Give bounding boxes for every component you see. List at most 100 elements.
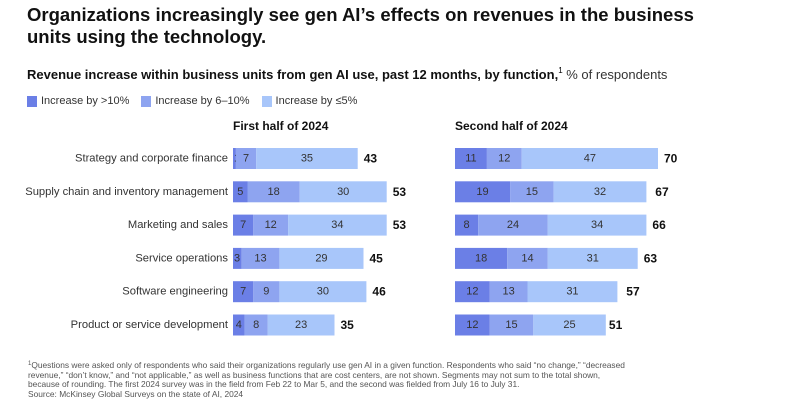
chart-subtitle: Revenue increase within business units f… xyxy=(27,63,667,83)
bar-segment-h2-marketing-and-sales-increase-by-10 xyxy=(455,214,479,236)
segment-value-label: 9 xyxy=(263,286,269,298)
bar-segment-h1-marketing-and-sales-increase-by-5 xyxy=(288,214,387,236)
segment-value-label: 35 xyxy=(301,153,313,165)
total-value-label: 43 xyxy=(364,152,378,166)
segment-value-label: 24 xyxy=(507,219,519,231)
segment-value-label: 11 xyxy=(465,153,476,165)
footnote-line-1: 1Questions were asked only of respondent… xyxy=(28,360,625,370)
total-value-label: 70 xyxy=(664,152,678,166)
bar-segment-h1-supply-chain-and-inventory-management-increase-by-10 xyxy=(233,181,248,203)
bar-segment-h1-software-engineering-increase-by-6-10 xyxy=(253,281,280,303)
segment-value-label: 4 xyxy=(236,319,242,331)
bar-segment-h1-software-engineering-increase-by-10 xyxy=(233,281,254,303)
bar-segment-h1-marketing-and-sales-increase-by-10 xyxy=(233,214,254,236)
total-value-label: 57 xyxy=(626,285,640,299)
category-label-software-engineering: Software engineering xyxy=(122,286,228,298)
segment-value-label: 15 xyxy=(505,319,517,331)
category-label-product-or-service-development: Product or service development xyxy=(71,319,229,331)
bar-segment-h2-supply-chain-and-inventory-management-increase-by-6-10 xyxy=(510,181,554,203)
total-value-label: 63 xyxy=(644,251,658,265)
legend-label-6-10: Increase by 6–10% xyxy=(155,95,250,107)
footnote-line-2: revenue,” “don’t know,” and “not applica… xyxy=(28,369,601,380)
chart-title: Organizations increasingly see gen AI’s … xyxy=(27,4,694,47)
bar-segment-h2-service-operations-increase-by-5 xyxy=(547,247,638,269)
segment-value-label: 12 xyxy=(498,153,510,165)
segment-value-label: 7 xyxy=(243,153,249,165)
legend: Increase by >10% Increase by 6–10% Incre… xyxy=(27,95,369,107)
segment-value-label: 47 xyxy=(584,153,596,165)
segment-value-label: 31 xyxy=(566,286,578,298)
bar-segment-h2-marketing-and-sales-increase-by-6-10 xyxy=(478,214,548,236)
bar-segment-h1-product-or-service-development-increase-by-10 xyxy=(233,314,245,336)
segment-value-label: 13 xyxy=(503,286,515,298)
bar-segment-h2-strategy-and-corporate-finance-increase-by-10 xyxy=(455,148,487,169)
total-value-label: 51 xyxy=(609,318,623,332)
bar-segment-h1-supply-chain-and-inventory-management-increase-by-5 xyxy=(299,181,387,203)
segment-value-label: 30 xyxy=(317,286,329,298)
bar-segment-h1-supply-chain-and-inventory-management-increase-by-6-10 xyxy=(247,181,300,203)
footnote: 1Questions were asked only of respondent… xyxy=(28,360,748,399)
bar-segment-h2-product-or-service-development-increase-by-5 xyxy=(533,314,606,336)
category-label-service-operations: Service operations xyxy=(135,252,228,264)
segment-value-label: 30 xyxy=(337,186,349,198)
bar-segment-h2-supply-chain-and-inventory-management-increase-by-10 xyxy=(455,181,511,203)
segment-value-label: 34 xyxy=(331,219,343,231)
footnote-mark: 1 xyxy=(28,361,32,367)
segment-value-label: 14 xyxy=(521,252,533,264)
bar-segment-h1-strategy-and-corporate-finance-increase-by-5 xyxy=(256,148,358,169)
legend-item-over-10: Increase by >10% xyxy=(27,95,129,107)
bar-segment-h1-software-engineering-increase-by-5 xyxy=(279,281,367,303)
segment-value-label: 18 xyxy=(267,186,279,198)
total-value-label: 53 xyxy=(393,185,407,199)
segment-value-label: 34 xyxy=(591,219,603,231)
legend-item-6-10: Increase by 6–10% xyxy=(141,95,250,107)
bar-segment-h2-software-engineering-increase-by-5 xyxy=(527,281,618,303)
bar-segment-h1-product-or-service-development-increase-by-5 xyxy=(267,314,335,336)
legend-label-under-5: Increase by ≤5% xyxy=(275,95,358,107)
bar-segment-h1-strategy-and-corporate-finance-increase-by-10 xyxy=(233,148,236,169)
legend-swatch-under-5 xyxy=(261,95,272,107)
segment-value-label: 7 xyxy=(240,219,246,231)
segment-value-label: 5 xyxy=(237,186,243,198)
segment-value-label: 8 xyxy=(253,319,259,331)
category-label-marketing-and-sales: Marketing and sales xyxy=(128,219,229,231)
panel-title-first-half: First half of 2024 xyxy=(233,119,329,133)
bar-segment-h1-service-operations-increase-by-5 xyxy=(279,247,364,269)
bar-segment-h1-strategy-and-corporate-finance-increase-by-6-10 xyxy=(235,148,257,169)
bar-segment-h1-marketing-and-sales-increase-by-6-10 xyxy=(253,214,289,236)
segment-value-label: 12 xyxy=(466,286,478,298)
footnote-line-3: because of rounding. The first 2024 surv… xyxy=(28,379,520,390)
total-value-label: 53 xyxy=(393,218,407,232)
legend-label-over-10: Increase by >10% xyxy=(41,95,130,107)
bar-segment-h2-software-engineering-increase-by-6-10 xyxy=(489,281,528,303)
bar-segment-h1-product-or-service-development-increase-by-6-10 xyxy=(244,314,268,336)
bar-segment-h2-strategy-and-corporate-finance-increase-by-5 xyxy=(521,148,658,169)
total-value-label: 67 xyxy=(655,185,669,199)
segment-value-label: 25 xyxy=(563,319,575,331)
bar-segment-h2-product-or-service-development-increase-by-10 xyxy=(455,314,490,336)
footnote-source: Source: McKinsey Global Surveys on the s… xyxy=(28,388,244,399)
legend-item-under-5: Increase by ≤5% xyxy=(261,95,358,107)
bar-segment-h2-software-engineering-increase-by-10 xyxy=(455,281,490,303)
bar-segment-h2-supply-chain-and-inventory-management-increase-by-5 xyxy=(553,181,647,203)
total-value-label: 45 xyxy=(370,251,384,265)
segment-value-label: 18 xyxy=(475,252,487,264)
subtitle-text: Revenue increase within business units f… xyxy=(27,67,559,82)
legend-swatch-over-10 xyxy=(27,95,37,107)
segment-value-label: 15 xyxy=(526,186,538,198)
bar-segment-h2-product-or-service-development-increase-by-6-10 xyxy=(489,314,534,336)
category-label-strategy-and-corporate-finance: Strategy and corporate finance xyxy=(75,153,228,165)
segment-value-label: 12 xyxy=(466,319,478,331)
segment-value-label: 29 xyxy=(315,252,327,264)
total-value-label: 35 xyxy=(341,318,355,332)
segment-value-label: 13 xyxy=(254,252,266,264)
panel-title-second-half: Second half of 2024 xyxy=(455,119,568,133)
subtitle-unit: % of respondents xyxy=(562,67,668,82)
segment-value-label: 3 xyxy=(234,252,240,264)
segment-value-label: 19 xyxy=(476,186,488,198)
bar-segment-h2-service-operations-increase-by-10 xyxy=(455,247,508,269)
bar-segment-h2-marketing-and-sales-increase-by-5 xyxy=(547,214,647,236)
category-label-supply-chain-and-inventory-management: Supply chain and inventory management xyxy=(25,186,229,198)
segment-value-label: 7 xyxy=(240,286,246,298)
